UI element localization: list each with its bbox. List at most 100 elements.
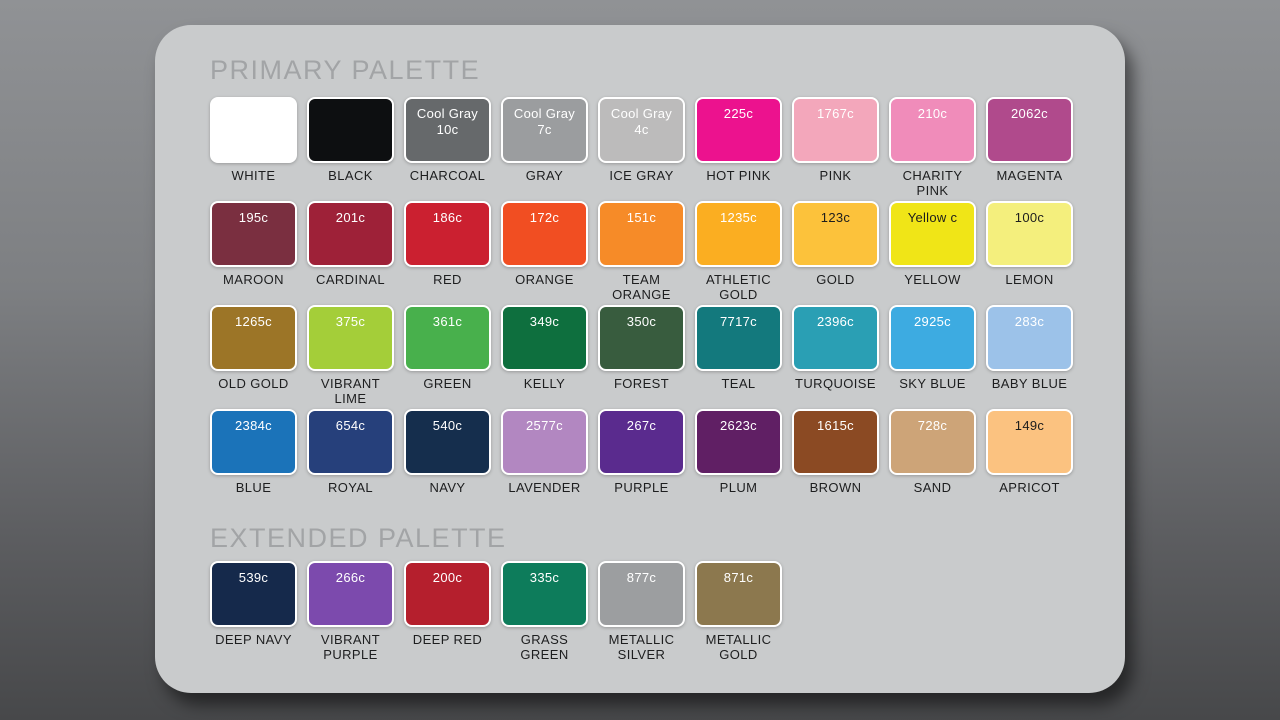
extended-palette-grid: 539c DEEP NAVY 266c VIBRANT PURPLE 200c DEEP … — [210, 561, 1125, 665]
swatch-cell-vibrant-purple: 266c VIBRANT PURPLE — [307, 561, 394, 665]
swatch-name: OLD GOLD — [218, 376, 289, 391]
swatch-cell-charcoal: Cool Gray 10c CHARCOAL — [404, 97, 491, 201]
swatch-code: 2396c — [817, 314, 854, 329]
swatch-sand: 728c — [889, 409, 976, 475]
swatch-name: TEAM ORANGE — [612, 272, 671, 302]
swatch-cell-teal: 7717c TEAL — [695, 305, 782, 409]
swatch-sky-blue: 2925c — [889, 305, 976, 371]
swatch-code: 267c — [626, 418, 657, 433]
swatch-name: PURPLE — [614, 480, 669, 495]
swatch-cell-ice-gray: Cool Gray 4c ICE GRAY — [598, 97, 685, 201]
swatch-cell-turquoise: 2396c TURQUOISE — [792, 305, 879, 409]
swatch-name: HOT PINK — [706, 168, 771, 183]
swatch-cell-sky-blue: 2925c SKY BLUE — [889, 305, 976, 409]
swatch-code: 349c — [529, 314, 560, 329]
swatch-code: 7717c — [720, 314, 757, 329]
swatch-code: 151c — [626, 210, 657, 225]
swatch-cell-black: BLACK — [307, 97, 394, 201]
extended-palette-section: EXTENDED PALETTE 539c DEEP NAVY 266c VIBRAN… — [210, 513, 1125, 665]
swatch-code: 2062c — [1011, 106, 1048, 121]
swatch-cell-old-gold: 1265c OLD GOLD — [210, 305, 297, 409]
swatch-code: 2384c — [235, 418, 272, 433]
swatch-cell-vibrant-lime: 375c VIBRANT LIME — [307, 305, 394, 409]
swatch-grass-green: 335c — [501, 561, 588, 627]
swatch-name: ICE GRAY — [609, 168, 674, 183]
swatch-code: Yellow c — [907, 210, 958, 225]
swatch-code: 195c — [238, 210, 269, 225]
swatch-cell-yellow: Yellow c YELLOW — [889, 201, 976, 305]
swatch-code: 871c — [723, 570, 754, 585]
swatch-athletic-gold: 1235c — [695, 201, 782, 267]
swatch-gold: 123c — [792, 201, 879, 267]
swatch-cell-lavender: 2577c LAVENDER — [501, 409, 588, 513]
swatch-code: 10c — [436, 122, 459, 137]
primary-palette-grid: WHITE BLACK Cool Gray 10c CHARCOAL Cool Gray 7… — [210, 97, 1125, 513]
swatch-name: BABY BLUE — [991, 376, 1068, 391]
swatch-maroon: 195c — [210, 201, 297, 267]
swatch-cell-royal: 654c ROYAL — [307, 409, 394, 513]
swatch-code: 335c — [529, 570, 560, 585]
swatch-cardinal: 201c — [307, 201, 394, 267]
swatch-cell-blue: 2384c BLUE — [210, 409, 297, 513]
swatch-plum: 2623c — [695, 409, 782, 475]
swatch-cell-apricot: 149c APRICOT — [986, 409, 1073, 513]
swatch-red: 186c — [404, 201, 491, 267]
swatch-forest: 350c — [598, 305, 685, 371]
swatch-code: 172c — [529, 210, 560, 225]
swatch-name: GRAY — [525, 168, 564, 183]
extended-palette-title: EXTENDED PALETTE — [210, 523, 507, 553]
swatch-name: PINK — [819, 168, 852, 183]
swatch-code: 201c — [335, 210, 366, 225]
swatch-code: 2925c — [914, 314, 951, 329]
swatch-lavender: 2577c — [501, 409, 588, 475]
swatch-old-gold: 1265c — [210, 305, 297, 371]
swatch-code: 1615c — [817, 418, 854, 433]
swatch-metallic-gold: 871c — [695, 561, 782, 627]
swatch-cell-charity-pink: 210c CHARITY PINK — [889, 97, 976, 201]
swatch-cell-kelly: 349c KELLY — [501, 305, 588, 409]
swatch-royal: 654c — [307, 409, 394, 475]
swatch-name: METALLIC GOLD — [705, 632, 772, 662]
swatch-vibrant-lime: 375c — [307, 305, 394, 371]
swatch-black — [307, 97, 394, 163]
swatch-cell-team-orange: 151c TEAM ORANGE — [598, 201, 685, 305]
swatch-brown: 1615c — [792, 409, 879, 475]
swatch-code: 7c — [537, 122, 552, 137]
swatch-teal: 7717c — [695, 305, 782, 371]
swatch-cell-metallic-gold: 871c METALLIC GOLD — [695, 561, 782, 665]
swatch-code: 361c — [432, 314, 463, 329]
swatch-code: 375c — [335, 314, 366, 329]
swatch-orange: 172c — [501, 201, 588, 267]
swatch-name: SAND — [913, 480, 952, 495]
swatch-vibrant-purple: 266c — [307, 561, 394, 627]
swatch-cell-pink: 1767c PINK — [792, 97, 879, 201]
swatch-code: 283c — [1014, 314, 1045, 329]
swatch-kelly: 349c — [501, 305, 588, 371]
swatch-code: 266c — [335, 570, 366, 585]
swatch-cell-red: 186c RED — [404, 201, 491, 305]
swatch-name: GRASS GREEN — [520, 632, 569, 662]
swatch-code: 350c — [626, 314, 657, 329]
swatch-deep-navy: 539c — [210, 561, 297, 627]
swatch-cell-gold: 123c GOLD — [792, 201, 879, 305]
swatch-apricot: 149c — [986, 409, 1073, 475]
swatch-cell-green: 361c GREEN — [404, 305, 491, 409]
swatch-turquoise: 2396c — [792, 305, 879, 371]
swatch-cell-sand: 728c SAND — [889, 409, 976, 513]
swatch-name: KELLY — [523, 376, 566, 391]
swatch-white — [210, 97, 297, 163]
swatch-code: 728c — [917, 418, 948, 433]
swatch-navy: 540c — [404, 409, 491, 475]
swatch-code: 1235c — [720, 210, 757, 225]
swatch-code: 654c — [335, 418, 366, 433]
swatch-code: 1767c — [817, 106, 854, 121]
palette-card: PRIMARY PALETTE WHITE BLACK Cool Gray 10c CH… — [155, 25, 1125, 693]
swatch-cell-maroon: 195c MAROON — [210, 201, 297, 305]
swatch-code: 100c — [1014, 210, 1045, 225]
swatch-code: 186c — [432, 210, 463, 225]
swatch-cell-purple: 267c PURPLE — [598, 409, 685, 513]
swatch-name: ATHLETIC GOLD — [705, 272, 772, 302]
primary-palette-section: PRIMARY PALETTE WHITE BLACK Cool Gray 10c CH… — [210, 25, 1125, 513]
swatch-name: BROWN — [809, 480, 862, 495]
